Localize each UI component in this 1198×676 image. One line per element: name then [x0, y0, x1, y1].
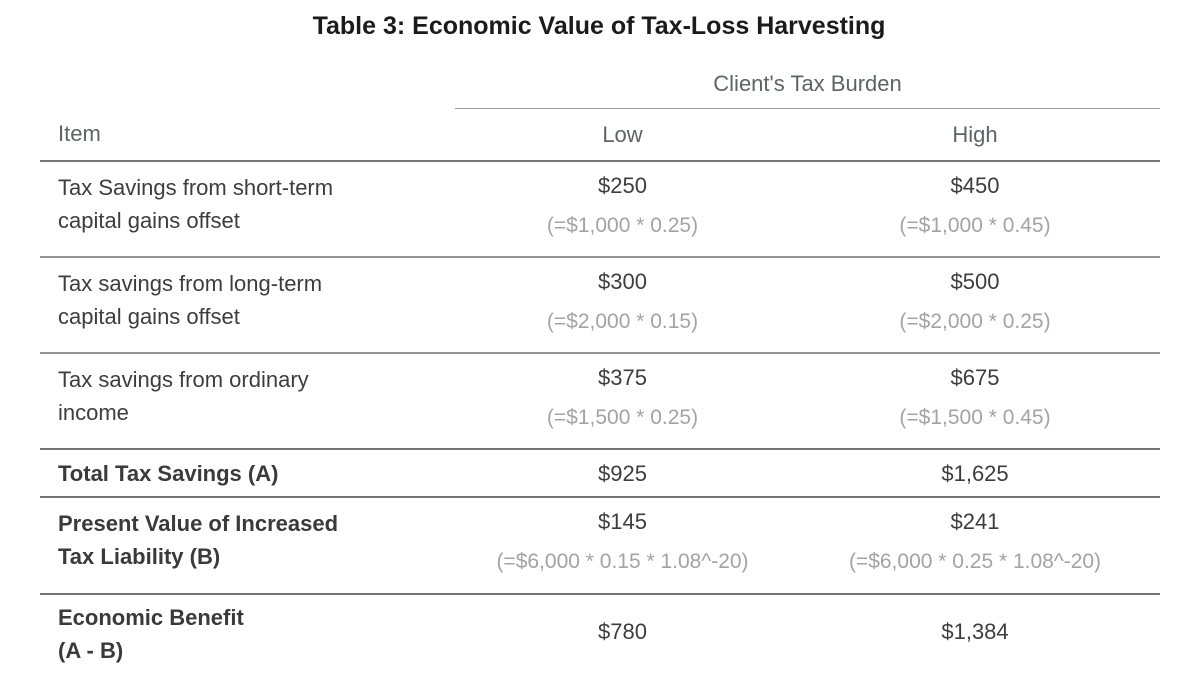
- value: $675: [950, 365, 1000, 390]
- column-header-low: Low: [455, 108, 790, 162]
- low-cell: $300 (=$2,000 * 0.15): [455, 257, 790, 354]
- value: $250: [598, 173, 647, 198]
- formula: (=$1,000 * 0.25): [546, 214, 699, 237]
- high-cell: $241 (=$6,000 * 0.25 * 1.08^-20): [790, 497, 1161, 595]
- table-row-short-term-offset: Tax Savings from short-term capital gain…: [40, 161, 1161, 258]
- tax-harvesting-table: Client's Tax Burden Item Low High Tax Sa…: [40, 46, 1161, 670]
- formula: (=$2,000 * 0.15): [546, 310, 699, 333]
- table-row-economic-benefit: Economic Benefit (A - B) $780 $1,384: [40, 594, 1160, 670]
- column-header-high: High: [790, 108, 1161, 162]
- column-header-row: Item Low High: [40, 108, 1161, 162]
- group-header-row: Client's Tax Burden: [40, 46, 1161, 109]
- row-item-label: Economic Benefit (A - B): [58, 605, 244, 663]
- high-cell: $450 (=$1,000 * 0.45): [790, 161, 1161, 258]
- value: $1,625: [941, 460, 1009, 486]
- formula: (=$2,000 * 0.25): [899, 310, 1051, 333]
- row-item-label: Tax savings from ordinary income: [40, 353, 455, 450]
- value: $500: [950, 269, 1000, 294]
- value: $241: [950, 509, 1000, 534]
- low-cell: $375 (=$1,500 * 0.25): [455, 353, 790, 450]
- high-cell: $500 (=$2,000 * 0.25): [790, 257, 1161, 354]
- table-row-total-tax-savings: Total Tax Savings (A) $925 $1,625: [40, 449, 1161, 498]
- formula: (=$1,500 * 0.25): [546, 406, 699, 429]
- value: $300: [598, 269, 647, 294]
- low-cell: $780: [455, 594, 790, 670]
- group-header-spacer: [40, 46, 455, 109]
- value: $1,384: [941, 618, 1009, 644]
- value: $145: [598, 509, 647, 534]
- value: $450: [950, 173, 1000, 198]
- high-cell: $1,625: [790, 449, 1161, 498]
- low-cell: $145 (=$6,000 * 0.15 * 1.08^-20): [455, 497, 790, 595]
- row-item-label: Tax Savings from short-term capital gain…: [40, 161, 455, 258]
- formula: (=$6,000 * 0.25 * 1.08^-20): [848, 550, 1102, 573]
- low-cell: $250 (=$1,000 * 0.25): [455, 161, 790, 258]
- row-item-label: Tax savings from long-term capital gains…: [40, 257, 455, 354]
- high-cell: $675 (=$1,500 * 0.45): [790, 353, 1161, 450]
- row-item-label: Present Value of Increased Tax Liability…: [40, 497, 455, 595]
- value: $925: [598, 460, 647, 486]
- table-row-ordinary-income: Tax savings from ordinary income $375 (=…: [40, 353, 1161, 450]
- value: $375: [598, 365, 647, 390]
- formula: (=$1,500 * 0.45): [899, 406, 1051, 429]
- group-header: Client's Tax Burden: [455, 46, 1161, 109]
- formula: (=$1,000 * 0.45): [899, 214, 1051, 237]
- table-row-present-value-liability: Present Value of Increased Tax Liability…: [40, 497, 1161, 595]
- low-cell: $925: [455, 449, 790, 498]
- high-cell: $1,384: [790, 594, 1160, 670]
- row-item-label: Total Tax Savings (A): [40, 449, 455, 498]
- table-row-long-term-offset: Tax savings from long-term capital gains…: [40, 257, 1161, 354]
- value: $780: [598, 618, 647, 644]
- formula: (=$6,000 * 0.15 * 1.08^-20): [496, 550, 749, 573]
- table-title: Table 3: Economic Value of Tax-Loss Harv…: [312, 12, 886, 40]
- column-header-item: Item: [40, 108, 455, 162]
